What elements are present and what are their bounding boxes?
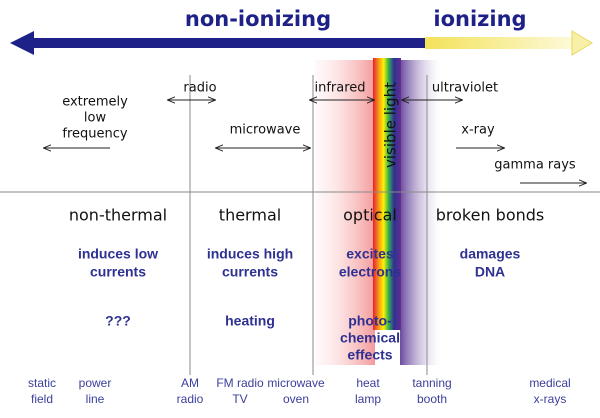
dividers bbox=[0, 75, 600, 375]
source-label: medical bbox=[529, 376, 570, 390]
ionizing-label: ionizing bbox=[433, 7, 526, 31]
band-label: radio bbox=[183, 81, 216, 96]
effect-result: effects bbox=[347, 347, 392, 363]
effect-heading: optical bbox=[343, 206, 397, 225]
band-label: microwave bbox=[230, 123, 301, 138]
band-label: low bbox=[84, 111, 107, 126]
color-glow bbox=[315, 58, 440, 365]
effect-heading: broken bonds bbox=[436, 206, 545, 225]
effect-mechanism: induces high bbox=[207, 246, 293, 262]
source-label: booth bbox=[417, 392, 447, 406]
source-label: tanning bbox=[412, 376, 451, 390]
band-label: gamma rays bbox=[494, 158, 576, 173]
source-label: microwave bbox=[267, 376, 325, 390]
effect-mechanism: induces low bbox=[78, 246, 158, 262]
effect-mechanism: excites bbox=[346, 246, 394, 262]
effect-mechanism: currents bbox=[222, 264, 278, 280]
band-label: frequency bbox=[62, 127, 128, 142]
band-arrows bbox=[44, 100, 586, 183]
effect-mechanism: DNA bbox=[475, 264, 505, 280]
effect-result: heating bbox=[225, 313, 275, 329]
source-label: heat bbox=[356, 376, 380, 390]
band-label: x-ray bbox=[461, 123, 495, 138]
effect-mechanism: currents bbox=[90, 264, 146, 280]
band-label: visible light bbox=[382, 82, 400, 168]
source-label: x-rays bbox=[534, 392, 567, 406]
source-label: TV bbox=[232, 392, 247, 406]
effect-mechanism: damages bbox=[460, 246, 521, 262]
source-label: power bbox=[79, 376, 112, 390]
spectrum-arrow bbox=[10, 30, 593, 56]
effect-heading: thermal bbox=[219, 206, 281, 225]
effect-heading: non-thermal bbox=[69, 206, 167, 225]
band-label: extremely bbox=[62, 95, 128, 110]
effect-result: photo- bbox=[348, 313, 392, 329]
source-label: field bbox=[31, 392, 53, 406]
source-label: radio bbox=[177, 392, 204, 406]
source-label: AM bbox=[181, 376, 199, 390]
effect-result: ??? bbox=[105, 313, 131, 329]
source-label: lamp bbox=[355, 392, 381, 406]
non-ionizing-label: non-ionizing bbox=[185, 7, 331, 31]
source-label: FM radio bbox=[216, 376, 264, 390]
effect-result: chemical bbox=[340, 330, 400, 346]
source-label: line bbox=[86, 392, 105, 406]
effect-mechanism: electrons bbox=[339, 264, 401, 280]
band-label: ultraviolet bbox=[432, 81, 498, 96]
source-label: static bbox=[28, 376, 56, 390]
band-label: infrared bbox=[314, 81, 365, 96]
source-label: oven bbox=[283, 392, 309, 406]
